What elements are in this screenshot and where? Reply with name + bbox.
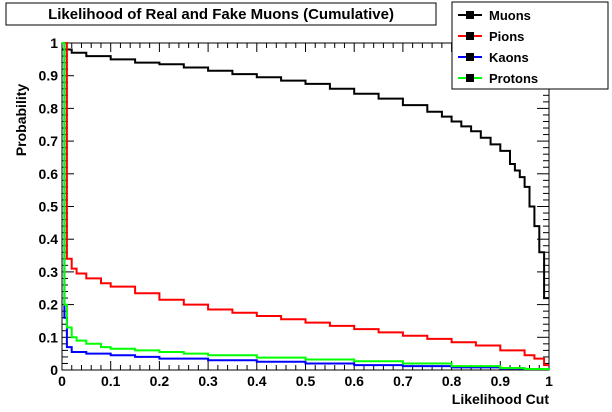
y-tick-label: 0 xyxy=(50,362,58,378)
legend-box xyxy=(451,1,609,90)
x-tick-label: 0.7 xyxy=(393,373,413,389)
legend-marker-muons xyxy=(466,11,474,19)
series-line-kaons xyxy=(62,42,550,370)
series-group xyxy=(62,42,550,370)
legend-marker-kaons xyxy=(466,53,474,61)
x-tick-label: 0.5 xyxy=(296,373,316,389)
y-axis-label: Probability xyxy=(13,84,29,157)
x-axis-label: Likelihood Cut xyxy=(452,391,550,407)
x-tick-label: 1 xyxy=(545,373,553,389)
series-line-muons xyxy=(62,48,549,300)
x-tick-label: 0.1 xyxy=(101,373,121,389)
legend-label-pions: Pions xyxy=(489,29,524,44)
legend-label-muons: Muons xyxy=(489,8,531,23)
y-tick-label: 0.3 xyxy=(39,264,59,280)
y-tick-label: 0.8 xyxy=(39,100,59,116)
x-tick-label: 0.8 xyxy=(442,373,462,389)
y-tick-label: 0.9 xyxy=(39,68,59,84)
y-tick-label: 0.7 xyxy=(39,133,59,149)
x-tick-label: 0.3 xyxy=(198,373,218,389)
legend-label-kaons: Kaons xyxy=(489,50,529,65)
title-box xyxy=(5,2,437,26)
y-tick-label: 0.1 xyxy=(39,329,59,345)
series-line-protons xyxy=(62,42,550,370)
x-tick-label: 0.6 xyxy=(344,373,364,389)
series-line-pions xyxy=(62,42,549,367)
y-tick-label: 0.2 xyxy=(39,297,59,313)
legend-label-protons: Protons xyxy=(489,71,538,86)
x-tick-label: 0.9 xyxy=(491,373,511,389)
y-tick-label: 0.5 xyxy=(39,199,59,215)
chart-title: Likelihood of Real and Fake Muons (Cumul… xyxy=(48,6,394,23)
y-tick-label: 0.6 xyxy=(39,166,59,182)
x-tick-label: 0 xyxy=(58,373,66,389)
x-tick-label: 0.2 xyxy=(150,373,170,389)
y-tick-label: 0.4 xyxy=(39,231,59,247)
y-tick-label: 1 xyxy=(50,35,58,51)
legend-marker-pions xyxy=(466,32,474,40)
x-tick-label: 0.4 xyxy=(247,373,267,389)
legend: Muons Pions Kaons Protons xyxy=(451,1,609,90)
legend-marker-protons xyxy=(466,74,474,82)
